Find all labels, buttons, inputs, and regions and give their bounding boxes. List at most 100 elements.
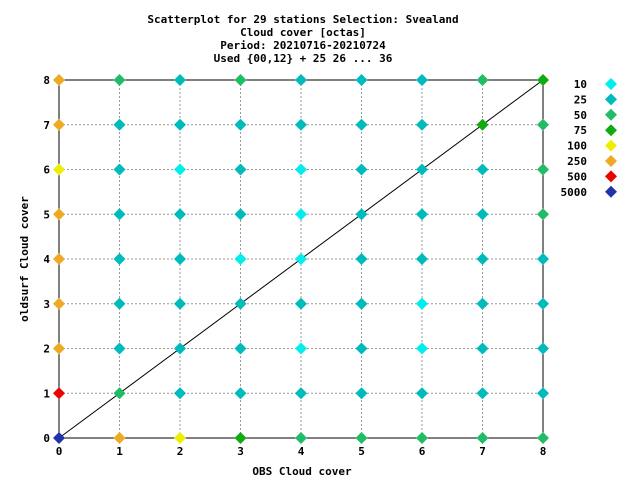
- data-point: [476, 432, 489, 444]
- data-point: [355, 74, 368, 86]
- data-point: [113, 118, 126, 131]
- data-point: [416, 74, 428, 86]
- legend-marker: [605, 139, 617, 152]
- legend-label: 100: [567, 140, 587, 153]
- data-point: [113, 432, 126, 444]
- data-point: [355, 432, 368, 444]
- data-point: [174, 297, 186, 310]
- data-point: [537, 74, 549, 86]
- data-points: [53, 74, 549, 444]
- data-point: [355, 163, 368, 176]
- data-point: [416, 297, 428, 310]
- data-point: [537, 387, 549, 400]
- y-tick-label: 6: [43, 164, 50, 177]
- legend-label: 250: [567, 155, 587, 168]
- title-line-1: Scatterplot for 29 stations Selection: S…: [147, 13, 458, 26]
- legend-marker: [605, 78, 617, 90]
- data-point: [476, 387, 489, 400]
- legend-marker: [605, 108, 617, 121]
- data-point: [537, 342, 549, 355]
- data-point: [476, 253, 489, 265]
- data-point: [174, 208, 186, 221]
- data-point: [355, 253, 368, 265]
- y-tick-label: 0: [43, 432, 50, 445]
- data-point: [113, 74, 126, 86]
- data-point: [476, 342, 489, 355]
- data-point: [295, 163, 307, 176]
- data-point: [234, 253, 247, 265]
- y-tick-label: 8: [43, 74, 50, 87]
- data-point: [53, 432, 65, 444]
- legend-marker: [605, 93, 617, 106]
- legend-marker: [605, 185, 617, 198]
- data-point: [416, 208, 428, 221]
- data-point: [174, 387, 186, 400]
- data-point: [53, 74, 65, 86]
- axis-ticks: 0 1 2 3 4 5 6 7 8 0 1 2 3 4 5 6 7 8: [43, 74, 546, 458]
- data-point: [537, 253, 549, 265]
- y-tick-label: 1: [43, 387, 50, 400]
- data-point: [53, 253, 65, 265]
- legend-label: 25: [574, 93, 587, 106]
- data-point: [476, 297, 489, 310]
- data-point: [174, 163, 186, 176]
- x-tick-label: 7: [479, 445, 486, 458]
- data-point: [355, 342, 368, 355]
- data-point: [234, 342, 247, 355]
- title-line-4: Used {00,12} + 25 26 ... 36: [214, 52, 393, 65]
- data-point: [53, 163, 65, 176]
- data-point: [234, 297, 247, 310]
- x-tick-label: 1: [116, 445, 123, 458]
- data-point: [537, 297, 549, 310]
- data-point: [537, 163, 549, 176]
- legend-label: 75: [574, 124, 587, 137]
- y-tick-label: 5: [43, 208, 50, 221]
- data-point: [295, 387, 307, 400]
- data-point: [234, 74, 247, 86]
- data-point: [416, 387, 428, 400]
- data-point: [476, 208, 489, 221]
- data-point: [234, 163, 247, 176]
- data-point: [537, 118, 549, 131]
- data-point: [416, 432, 428, 444]
- legend: 10 25 50 75 100 250 500 5000: [561, 78, 617, 199]
- data-point: [113, 297, 126, 310]
- data-point: [295, 342, 307, 355]
- data-point: [234, 118, 247, 131]
- data-point: [113, 387, 126, 400]
- legend-marker: [605, 170, 617, 183]
- y-axis-label: oldsurf Cloud cover: [18, 196, 31, 322]
- data-point: [113, 342, 126, 355]
- data-point: [416, 342, 428, 355]
- y-tick-label: 7: [43, 119, 50, 132]
- chart-title: Scatterplot for 29 stations Selection: S…: [147, 13, 458, 65]
- data-point: [476, 118, 489, 131]
- title-line-3: Period: 20210716-20210724: [220, 39, 386, 52]
- data-point: [476, 163, 489, 176]
- data-point: [174, 118, 186, 131]
- data-point: [53, 208, 65, 221]
- data-point: [295, 297, 307, 310]
- data-point: [174, 74, 186, 86]
- legend-label: 5000: [561, 186, 588, 199]
- data-point: [234, 432, 247, 444]
- data-point: [295, 208, 307, 221]
- data-point: [295, 253, 307, 265]
- data-point: [355, 297, 368, 310]
- data-point: [113, 208, 126, 221]
- data-point: [174, 432, 186, 444]
- legend-marker: [605, 155, 617, 167]
- data-point: [234, 387, 247, 400]
- data-point: [234, 208, 247, 221]
- data-point: [53, 118, 65, 131]
- data-point: [295, 74, 307, 86]
- data-point: [416, 118, 428, 131]
- x-tick-label: 8: [540, 445, 547, 458]
- data-point: [53, 387, 65, 400]
- x-tick-label: 5: [358, 445, 365, 458]
- data-point: [295, 432, 307, 444]
- legend-marker: [605, 124, 617, 137]
- data-point: [113, 163, 126, 176]
- y-tick-label: 3: [43, 298, 50, 311]
